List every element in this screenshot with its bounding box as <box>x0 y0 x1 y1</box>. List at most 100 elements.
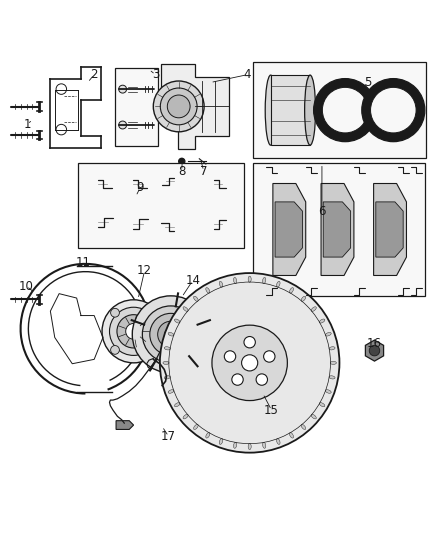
Circle shape <box>362 78 425 142</box>
Circle shape <box>160 88 197 125</box>
Ellipse shape <box>301 424 306 430</box>
Circle shape <box>371 87 416 133</box>
Ellipse shape <box>248 443 251 449</box>
Ellipse shape <box>206 433 210 438</box>
Ellipse shape <box>329 347 335 350</box>
Text: 5: 5 <box>364 76 371 89</box>
Circle shape <box>167 95 190 118</box>
Ellipse shape <box>164 376 170 379</box>
Ellipse shape <box>168 333 174 336</box>
Ellipse shape <box>311 307 316 311</box>
Circle shape <box>264 351 275 362</box>
Ellipse shape <box>194 296 198 301</box>
Text: 3: 3 <box>152 68 159 81</box>
Ellipse shape <box>174 319 180 323</box>
Circle shape <box>256 374 268 385</box>
Ellipse shape <box>263 442 266 448</box>
Circle shape <box>369 345 380 356</box>
Ellipse shape <box>301 296 306 301</box>
Text: 2: 2 <box>90 68 98 81</box>
Circle shape <box>148 309 156 317</box>
Ellipse shape <box>163 361 169 365</box>
Text: 16: 16 <box>367 337 382 350</box>
Ellipse shape <box>233 278 237 284</box>
Polygon shape <box>376 202 403 257</box>
Polygon shape <box>374 183 406 276</box>
Circle shape <box>117 314 150 348</box>
Polygon shape <box>323 202 350 257</box>
Circle shape <box>224 351 236 362</box>
Ellipse shape <box>206 288 210 293</box>
Text: 12: 12 <box>137 264 152 277</box>
Ellipse shape <box>290 433 293 438</box>
Circle shape <box>212 325 287 401</box>
Circle shape <box>110 307 158 356</box>
Bar <box>271 75 310 145</box>
Circle shape <box>322 87 368 133</box>
Circle shape <box>148 345 156 354</box>
Ellipse shape <box>304 75 315 145</box>
Circle shape <box>314 78 377 142</box>
Polygon shape <box>273 183 306 276</box>
Bar <box>253 62 426 158</box>
Circle shape <box>150 313 192 356</box>
Ellipse shape <box>325 333 331 336</box>
Circle shape <box>242 355 258 371</box>
Circle shape <box>244 336 255 348</box>
Circle shape <box>165 328 177 341</box>
Circle shape <box>119 121 127 129</box>
Circle shape <box>111 309 120 317</box>
Text: 1: 1 <box>23 118 31 131</box>
Ellipse shape <box>325 390 331 393</box>
Ellipse shape <box>248 276 251 282</box>
Ellipse shape <box>330 361 336 365</box>
Circle shape <box>153 81 204 132</box>
Ellipse shape <box>276 439 280 445</box>
Circle shape <box>232 374 243 385</box>
Text: 9: 9 <box>136 181 144 194</box>
Circle shape <box>158 321 184 348</box>
Ellipse shape <box>164 347 170 350</box>
Ellipse shape <box>183 307 188 311</box>
Bar <box>253 163 425 296</box>
Ellipse shape <box>329 376 335 379</box>
Circle shape <box>102 300 165 363</box>
Ellipse shape <box>219 281 223 287</box>
Text: 10: 10 <box>19 280 34 293</box>
Bar <box>115 68 158 146</box>
Circle shape <box>111 345 120 354</box>
Ellipse shape <box>168 390 174 393</box>
Text: 7: 7 <box>200 165 208 177</box>
Text: 17: 17 <box>161 430 176 443</box>
Bar <box>78 163 244 248</box>
Ellipse shape <box>319 402 325 407</box>
Text: 11: 11 <box>76 256 91 269</box>
Circle shape <box>142 306 199 363</box>
Circle shape <box>179 158 185 165</box>
Circle shape <box>126 324 141 339</box>
Ellipse shape <box>263 278 266 284</box>
Ellipse shape <box>311 414 316 419</box>
Ellipse shape <box>319 319 325 323</box>
Polygon shape <box>116 421 134 430</box>
Circle shape <box>119 85 127 93</box>
Polygon shape <box>365 340 384 361</box>
Ellipse shape <box>290 288 293 293</box>
Ellipse shape <box>194 424 198 430</box>
Ellipse shape <box>183 414 188 419</box>
Ellipse shape <box>276 281 280 287</box>
Polygon shape <box>161 64 229 149</box>
Circle shape <box>160 273 339 453</box>
Text: 8: 8 <box>178 165 185 177</box>
Text: 6: 6 <box>318 205 326 218</box>
Text: 4: 4 <box>244 68 251 81</box>
Ellipse shape <box>219 439 223 445</box>
Text: 14: 14 <box>185 274 200 287</box>
Polygon shape <box>275 202 302 257</box>
Text: 15: 15 <box>264 403 279 417</box>
Polygon shape <box>321 183 354 276</box>
Ellipse shape <box>174 402 180 407</box>
Ellipse shape <box>265 75 276 145</box>
Ellipse shape <box>233 442 237 448</box>
Circle shape <box>132 296 209 373</box>
